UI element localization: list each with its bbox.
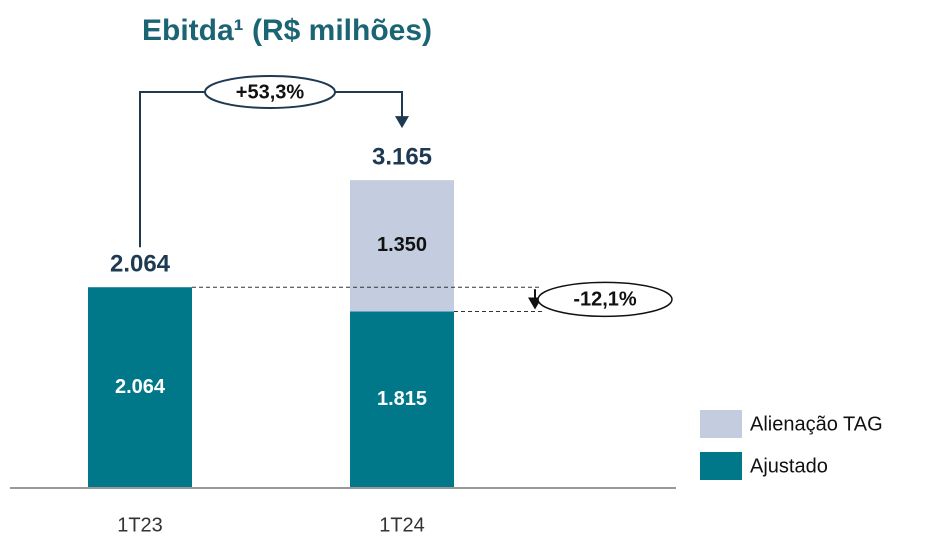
- bar-segment: [350, 311, 454, 488]
- x-tick-label: 1T24: [379, 514, 425, 536]
- total-label: 2.064: [110, 251, 171, 278]
- annotation-ellipse: [204, 75, 336, 109]
- bar-segment: [350, 180, 454, 312]
- bracket: [139, 91, 403, 248]
- annotation-ellipse: [537, 281, 673, 318]
- value-label: 2.064: [115, 376, 166, 398]
- legend-swatch: [700, 410, 742, 438]
- legend-swatch: [700, 452, 742, 480]
- legend-label: Alienação TAG: [750, 413, 883, 435]
- x-tick-label: 1T23: [117, 514, 163, 536]
- value-label: 1.815: [377, 388, 427, 410]
- annotation: -12,1%: [573, 289, 637, 311]
- annotation: +53,3%: [236, 81, 305, 103]
- chart-title: Ebitda¹ (R$ milhões): [142, 14, 432, 47]
- legend-label: Ajustado: [750, 455, 828, 477]
- bar-segment: [88, 287, 192, 488]
- total-label: 3.165: [372, 143, 432, 170]
- arrow-head: [395, 116, 409, 129]
- value-label: 1.350: [377, 234, 427, 256]
